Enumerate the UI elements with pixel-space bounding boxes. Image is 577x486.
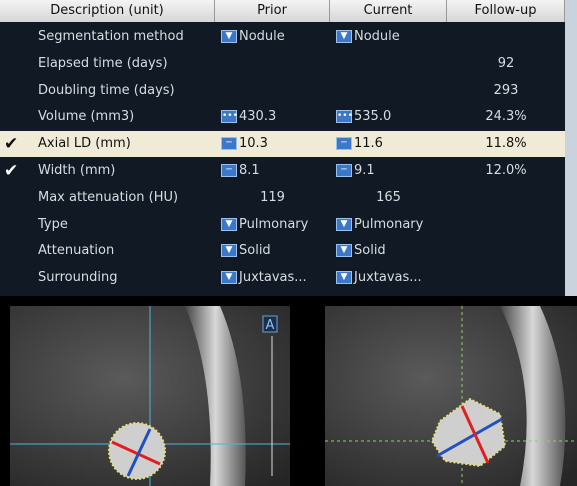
- ruler-button[interactable]: ─: [336, 164, 352, 177]
- orientation-marker: A: [266, 318, 275, 333]
- prior-value: 8.1: [239, 163, 260, 178]
- prior-value: 10.3: [239, 136, 268, 152]
- row-label: Width (mm): [38, 163, 116, 178]
- more-button[interactable]: •••: [221, 110, 238, 124]
- row-label: Elapsed time (days): [38, 55, 168, 71]
- prior-value: Pulmonary: [239, 216, 309, 232]
- prior-value: Nodule: [239, 29, 285, 44]
- table-row[interactable]: Attenuation ▼ Solid ▼ Solid: [0, 238, 565, 264]
- row-label: Doubling time (days): [38, 82, 175, 98]
- row-label: Volume (mm3): [38, 109, 135, 125]
- table-row[interactable]: Max attenuation (HU) 119 165: [0, 185, 565, 211]
- followup-value: 92: [497, 55, 515, 71]
- dropdown-button[interactable]: ▼: [221, 244, 237, 258]
- measurement-table: Description (unit) Prior Current Follow-up S…: [0, 0, 565, 296]
- more-button[interactable]: •••: [336, 110, 353, 124]
- checkbox[interactable]: ✔: [4, 134, 19, 155]
- prior-value: Juxtavas...: [239, 270, 307, 286]
- ruler-button[interactable]: ─: [221, 137, 237, 151]
- dropdown-button[interactable]: ▼: [336, 217, 352, 231]
- dropdown-button[interactable]: ▼: [221, 271, 237, 285]
- scrollbar[interactable]: [565, 0, 577, 296]
- current-value: 535.0: [354, 109, 392, 125]
- followup-value: 12.0%: [485, 163, 527, 178]
- followup-value: 11.8%: [485, 136, 527, 152]
- dropdown-button[interactable]: ▼: [221, 30, 237, 43]
- axial-ld-line: [111, 440, 161, 466]
- width-line: [460, 405, 490, 464]
- dropdown-button[interactable]: ▼: [336, 244, 352, 258]
- width-line: [126, 428, 152, 477]
- column-header[interactable]: Description (unit): [0, 0, 215, 22]
- table-row[interactable]: Type ▼ Pulmonary ▼ Pulmonary: [0, 212, 565, 238]
- row-label: Type: [38, 216, 68, 232]
- image-viewer: A: [10, 306, 577, 486]
- followup-value: 24.3%: [485, 109, 527, 125]
- column-header[interactable]: Current: [330, 0, 447, 22]
- prior-value: Solid: [239, 243, 271, 259]
- table-row[interactable]: Doubling time (days) 293: [0, 78, 565, 104]
- prior-value: 430.3: [239, 109, 277, 125]
- table-row[interactable]: ✔ Width (mm) ─ 8.1 ─ 9.1 12.0%: [0, 158, 565, 184]
- row-label: Axial LD (mm): [38, 136, 131, 152]
- current-value: Juxtavas...: [354, 270, 422, 286]
- dropdown-button[interactable]: ▼: [336, 271, 352, 285]
- column-header[interactable]: Follow-up: [447, 0, 565, 22]
- current-value: Solid: [354, 243, 386, 259]
- current-value: Pulmonary: [354, 216, 424, 232]
- row-label: Surrounding: [38, 270, 118, 286]
- vessel: [185, 306, 246, 486]
- followup-value: 293: [493, 82, 519, 98]
- row-label: Segmentation method: [38, 29, 184, 44]
- nodule: [108, 422, 166, 480]
- axial-ld-line: [436, 417, 503, 458]
- table-row[interactable]: Volume (mm3) ••• 430.3 ••• 535.0 24.3%: [0, 104, 565, 130]
- dropdown-button[interactable]: ▼: [221, 217, 237, 231]
- row-label: Attenuation: [38, 243, 115, 259]
- ruler-button[interactable]: ─: [336, 137, 352, 151]
- ruler-button[interactable]: ─: [221, 164, 237, 177]
- current-value: 165: [376, 189, 401, 205]
- row-label: Max attenuation (HU): [38, 189, 179, 205]
- column-header[interactable]: Prior: [215, 0, 330, 22]
- current-value: 9.1: [354, 163, 375, 178]
- table-row[interactable]: ✔ Axial LD (mm) ─ 10.3 ─ 11.6 11.8%: [0, 131, 565, 158]
- marker-box: [262, 315, 278, 333]
- current-value: Nodule: [354, 29, 400, 44]
- dropdown-button[interactable]: ▼: [336, 30, 352, 43]
- table-row[interactable]: Elapsed time (days) 92: [0, 51, 565, 77]
- table-row[interactable]: Segmentation method ▼ Nodule ▼ Nodule: [0, 24, 565, 50]
- prior-value: 119: [260, 189, 285, 205]
- current-value: 11.6: [354, 136, 383, 152]
- checkbox[interactable]: ✔: [4, 161, 19, 181]
- table-row[interactable]: Surrounding ▼ Juxtavas... ▼ Juxtavas...: [0, 265, 565, 291]
